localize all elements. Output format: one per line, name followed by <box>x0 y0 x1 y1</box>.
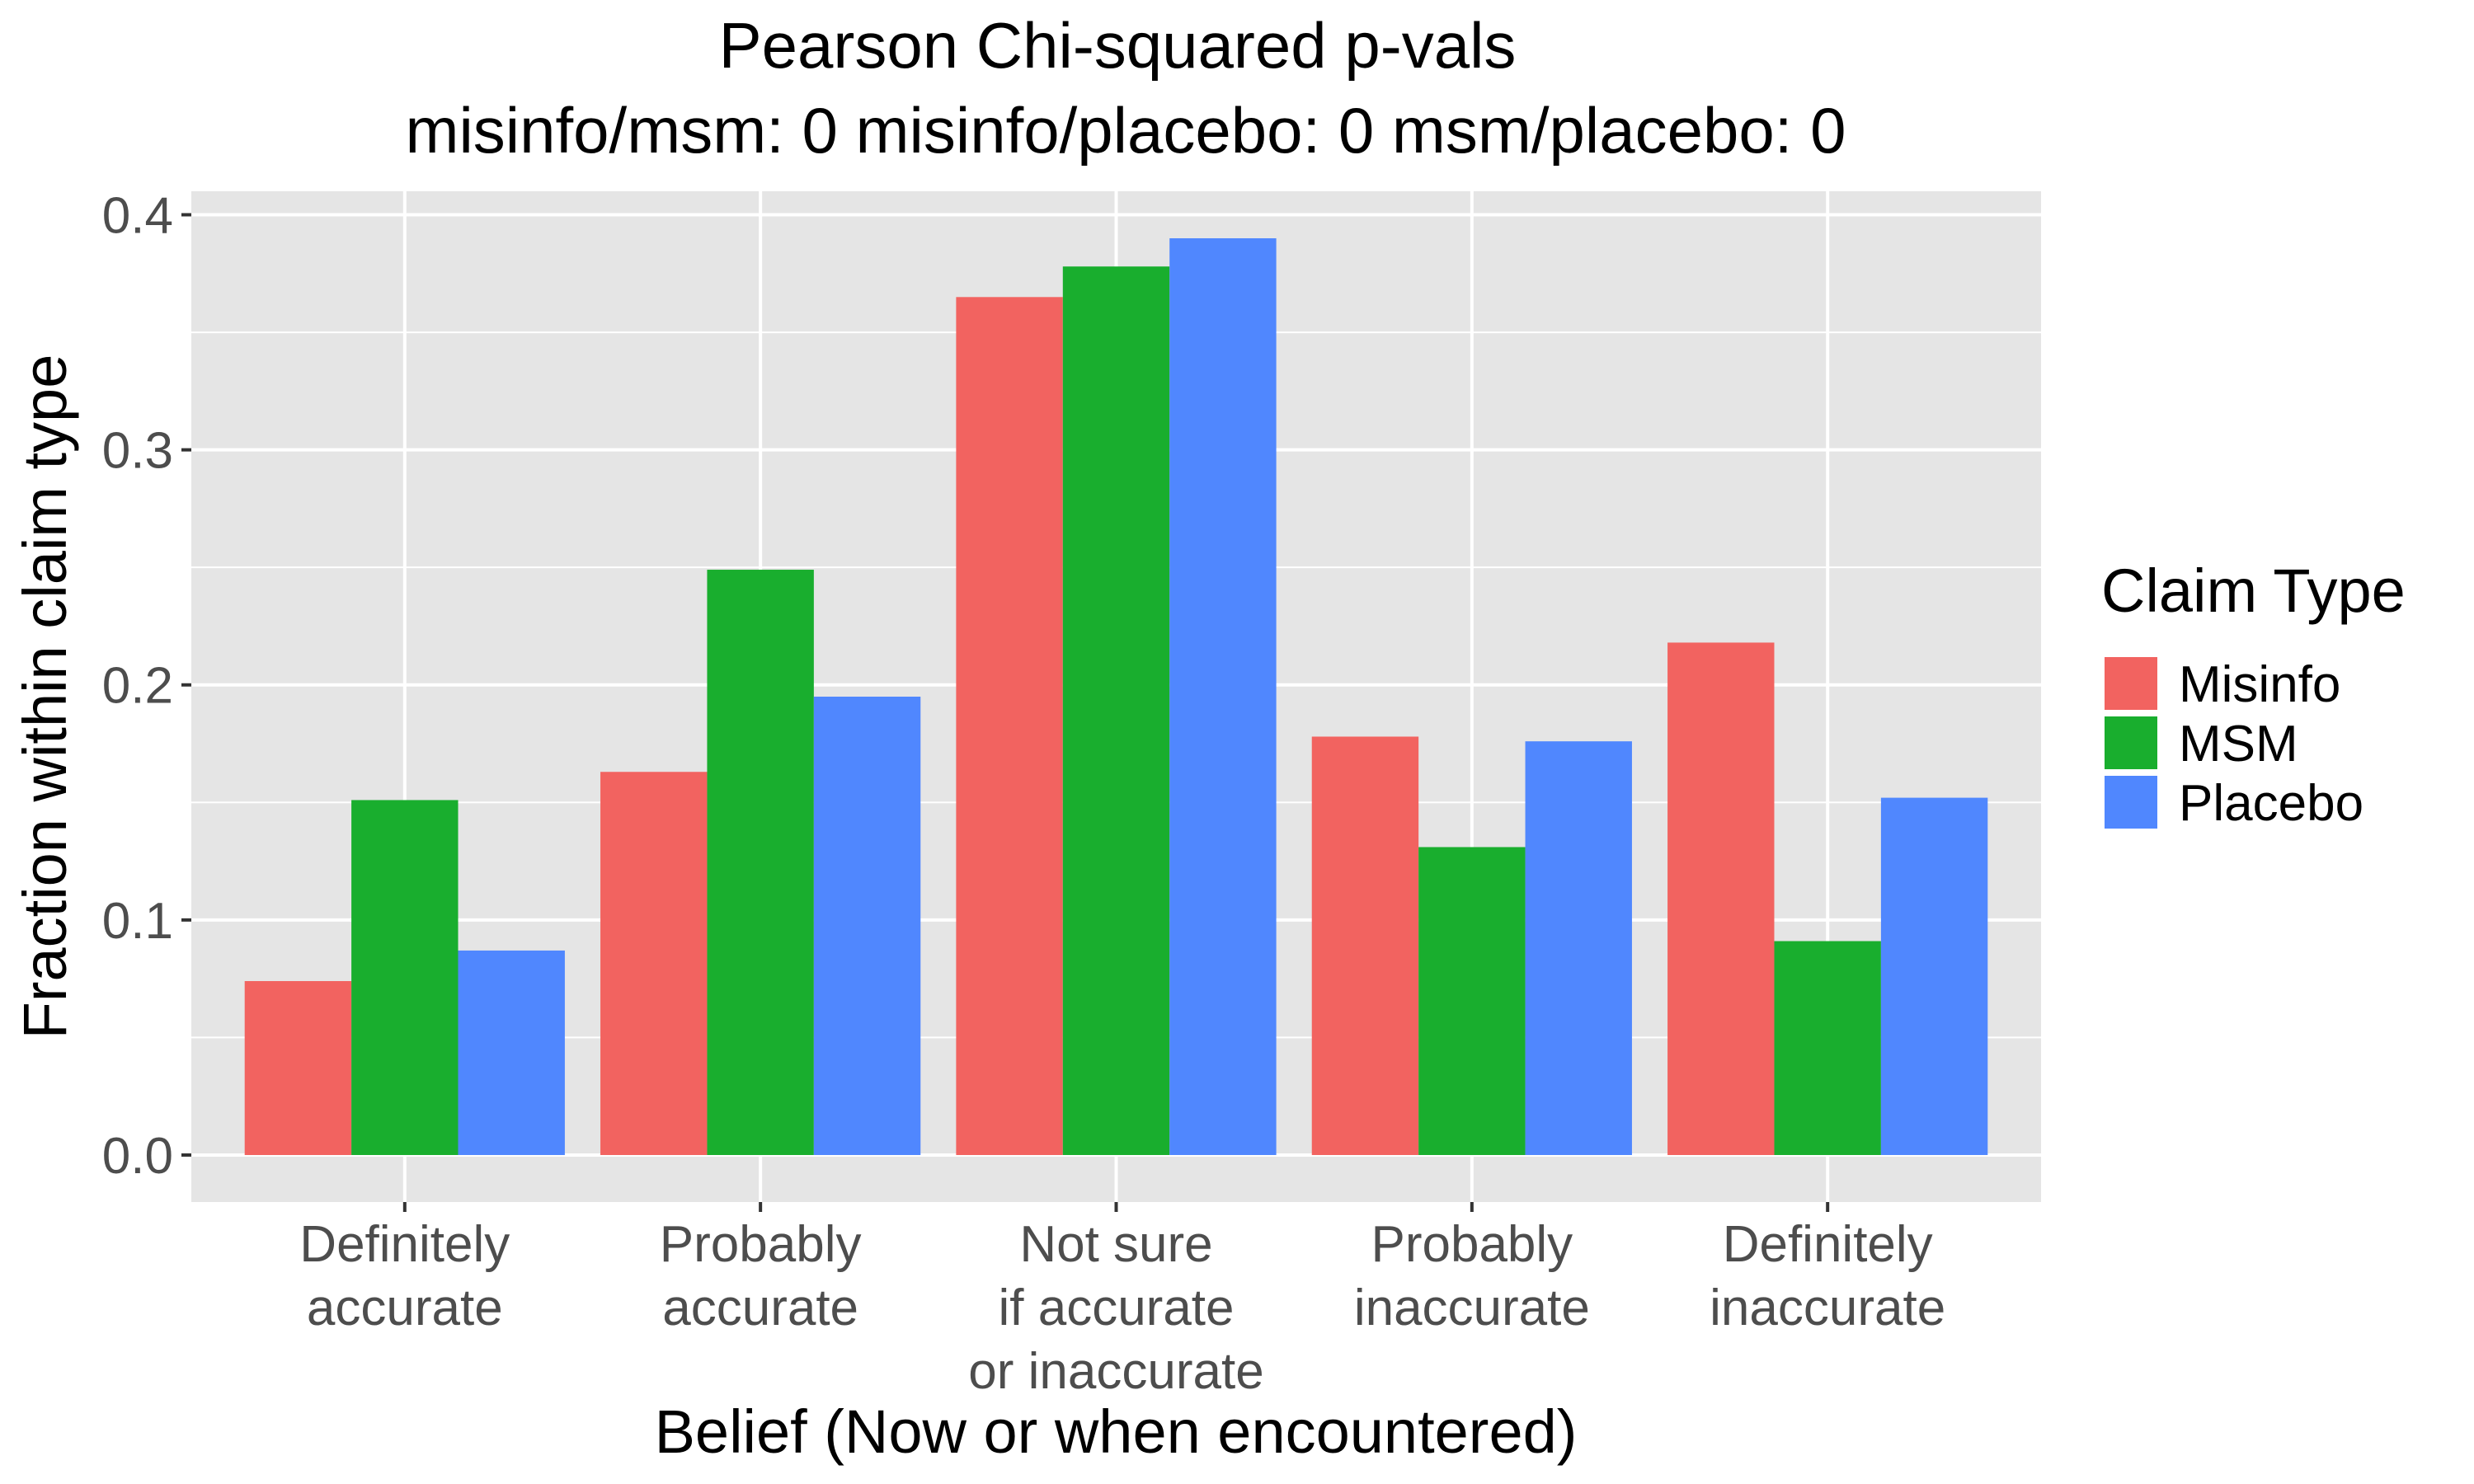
x-tick-label-line: if accurate <box>998 1280 1234 1336</box>
bar-misinfo-1 <box>600 772 708 1155</box>
legend-key-misinfo <box>2105 657 2157 710</box>
bar-misinfo-4 <box>1667 642 1775 1155</box>
legend-label-msm: MSM <box>2179 716 2298 773</box>
x-tick-label-line: inaccurate <box>1354 1280 1590 1336</box>
x-tick-label: Definitely accurate <box>299 1216 510 1336</box>
chart-title-line2: misinfo/msm: 0 misinfo/placebo: 0 msm/pl… <box>405 94 1846 167</box>
x-tick-label: Probably accurate <box>660 1216 862 1336</box>
x-axis-title: Belief (Now or when encountered) <box>655 1397 1578 1466</box>
x-tick-label: Not sure if accurate or inaccurate <box>968 1216 1263 1400</box>
x-tick-label-line: accurate <box>662 1280 858 1336</box>
legend-title: Claim Type <box>2101 556 2406 625</box>
bar-msm-4 <box>1774 941 1881 1155</box>
bar-msm-0 <box>351 800 459 1155</box>
legend-key-placebo <box>2105 776 2157 829</box>
y-axis: 0.0 0.1 0.2 0.3 0.4 <box>102 188 191 1185</box>
x-tick-label: Definitely inaccurate <box>1710 1216 1945 1336</box>
bar-misinfo-2 <box>956 297 1063 1155</box>
bar-misinfo-3 <box>1311 736 1419 1155</box>
x-tick-label-line: Probably <box>1371 1216 1573 1273</box>
bar-placebo-1 <box>813 697 921 1155</box>
x-tick-label-line: Not sure <box>1019 1216 1212 1273</box>
bar-placebo-3 <box>1525 741 1632 1155</box>
bar-placebo-2 <box>1169 238 1277 1155</box>
legend-key-msm <box>2105 716 2157 769</box>
x-tick-label-line: or inaccurate <box>968 1343 1263 1400</box>
chart-title-line1: Pearson Chi-squared p-vals <box>719 9 1517 82</box>
y-axis-title: Fraction within claim type <box>11 355 79 1040</box>
x-tick-label-line: Definitely <box>299 1216 510 1273</box>
bar-msm-3 <box>1418 847 1526 1155</box>
bars <box>244 238 1988 1155</box>
bar-placebo-4 <box>1880 797 1988 1155</box>
y-tick-label: 0.1 <box>102 893 173 950</box>
x-tick-label-line: Probably <box>660 1216 862 1273</box>
y-tick-label: 0.2 <box>102 658 173 715</box>
bar-msm-1 <box>707 570 814 1155</box>
y-tick-label: 0.3 <box>102 423 173 480</box>
x-tick-label-line: Definitely <box>1723 1216 1933 1273</box>
x-tick-label-line: accurate <box>307 1280 503 1336</box>
x-axis: Definitely accurate Probably accurate Not su… <box>299 1202 1945 1400</box>
bar-msm-2 <box>1062 266 1170 1155</box>
bar-misinfo-0 <box>244 980 352 1155</box>
legend-label-misinfo: Misinfo <box>2179 656 2340 713</box>
y-tick-label: 0.0 <box>102 1128 173 1185</box>
y-tick-label: 0.4 <box>102 188 173 245</box>
legend-label-placebo: Placebo <box>2179 775 2363 832</box>
x-tick-label: Probably inaccurate <box>1354 1216 1590 1336</box>
bar-placebo-0 <box>458 950 565 1155</box>
x-tick-label-line: inaccurate <box>1710 1280 1945 1336</box>
